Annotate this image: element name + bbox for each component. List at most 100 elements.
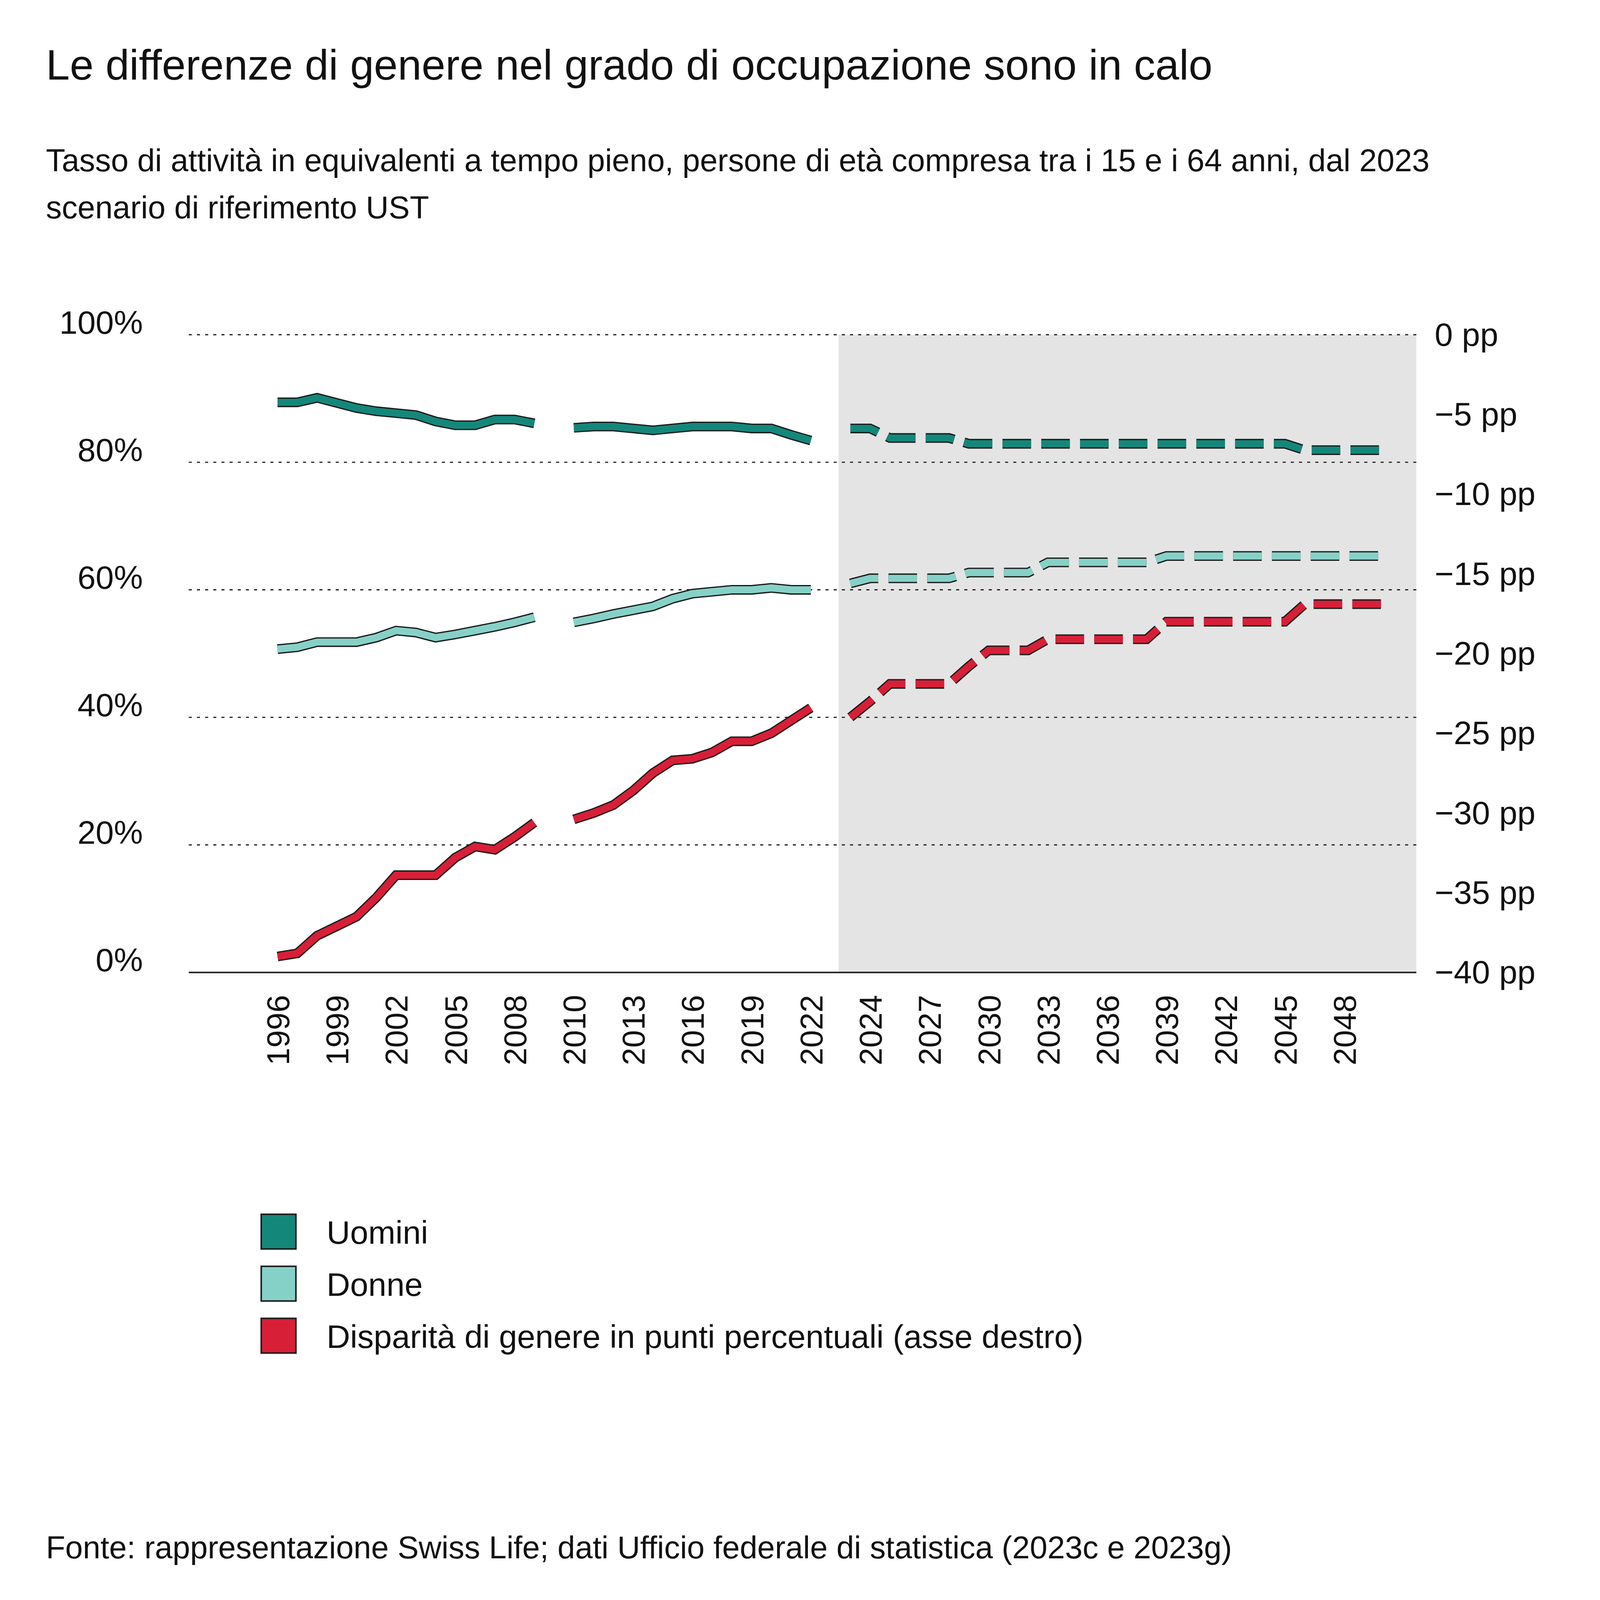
- y2-axis: −40 pp −35 pp −30 pp −25 pp −20 pp −15 pp −10 …: [1416, 316, 1536, 991]
- x-tick: 2045: [1267, 972, 1304, 1066]
- y2-tick: −40 pp: [1416, 953, 1536, 991]
- y2-tick: −5 pp: [1416, 395, 1518, 433]
- y2-tick-label: −35 pp: [1434, 874, 1536, 911]
- y-tick: 60%: [77, 559, 189, 596]
- x-tick-label: 2005: [438, 995, 474, 1066]
- x-axis: 1996 1999 2002 2005 2008 2010 2013 2016 2019 2022…: [260, 972, 1385, 1066]
- x-tick: 2008: [497, 972, 533, 1066]
- y-tick-label: 40%: [77, 686, 143, 724]
- line-outline: [277, 397, 811, 441]
- y-tick-label: 60%: [77, 559, 143, 596]
- legend: UominiDonneDisparità di genere in punti …: [261, 1214, 1084, 1355]
- grid: [188, 334, 1417, 973]
- x-tick: 2013: [615, 972, 652, 1066]
- x-tick: 2036: [1090, 972, 1126, 1066]
- y-tick-label: 20%: [77, 814, 143, 851]
- x-tick: 2024: [852, 972, 889, 1066]
- legend-label: Donne: [326, 1266, 423, 1303]
- line-outline: [850, 604, 1384, 718]
- chart-svg: Le differenze di genere nel grado di occ…: [0, 0, 1600, 1600]
- y-tick: 100%: [59, 304, 189, 341]
- y2-axis-line: [1416, 335, 1418, 973]
- subtitle: Tasso di attività in equivalenti a tempo…: [45, 142, 1430, 225]
- y-axis-line: [188, 335, 190, 973]
- x-tick: 2010: [556, 972, 593, 1066]
- y2-tick-label: −5 pp: [1434, 395, 1518, 433]
- y2-tick-label: −15 pp: [1434, 555, 1536, 593]
- x-tick: 2030: [971, 972, 1008, 1066]
- x-tick-label: 1999: [319, 995, 355, 1066]
- y-tick-label: 100%: [59, 304, 143, 341]
- series-line: [277, 397, 811, 441]
- background: [0, 0, 1600, 1600]
- y2-tick: −15 pp: [1416, 555, 1536, 593]
- grid-line: [188, 844, 1417, 846]
- legend-swatch: [261, 1318, 296, 1353]
- y2-tick: −25 pp: [1416, 714, 1536, 752]
- x-tick-label: 2019: [734, 995, 770, 1066]
- series-line: [850, 555, 1384, 584]
- y-axis: 0% 20% 40% 60% 80% 100%: [59, 304, 190, 979]
- y-tick-label: 80%: [77, 431, 143, 469]
- y2-tick-label: −25 pp: [1434, 714, 1536, 752]
- x-tick-label: 2024: [852, 995, 889, 1066]
- series-line: [277, 707, 811, 957]
- x-tick: 1996: [260, 972, 296, 1066]
- legend-label: Disparità di genere in punti percentuali…: [326, 1318, 1084, 1355]
- x-axis-line: [277, 972, 1385, 974]
- x-tick: 2033: [1030, 972, 1067, 1066]
- line-outline: [277, 707, 811, 957]
- series-line: [850, 604, 1384, 718]
- x-tick: 1999: [319, 972, 355, 1066]
- legend-swatch: [261, 1214, 296, 1249]
- x-tick: 2019: [734, 972, 770, 1066]
- y-tick: 20%: [77, 814, 189, 851]
- y2-tick-label: 0 pp: [1434, 316, 1499, 353]
- y2-tick-label: −30 pp: [1434, 794, 1536, 832]
- x-tick-label: 1996: [260, 995, 296, 1066]
- legend-swatch: [261, 1266, 296, 1301]
- x-tick-label: 2027: [912, 995, 948, 1066]
- x-tick-label: 2010: [556, 995, 593, 1066]
- grid-line: [188, 461, 1417, 463]
- baseline: [188, 971, 1417, 974]
- series-line: [277, 587, 811, 650]
- y-tick-label: 0%: [95, 941, 143, 979]
- y2-tick: −10 pp: [1416, 475, 1536, 513]
- x-tick-label: 2036: [1090, 995, 1126, 1066]
- x-tick: 2027: [912, 972, 948, 1066]
- y2-tick: −35 pp: [1416, 874, 1536, 911]
- y2-tick: −30 pp: [1416, 794, 1536, 832]
- y-tick: 80%: [77, 431, 189, 469]
- y2-tick-label: −40 pp: [1434, 953, 1536, 991]
- x-tick: 2016: [675, 972, 711, 1066]
- line-outline: [850, 428, 1384, 450]
- x-tick-label: 2002: [378, 995, 415, 1066]
- line-outline: [277, 587, 811, 650]
- y2-tick-label: −20 pp: [1434, 635, 1536, 672]
- x-tick: 2039: [1149, 972, 1185, 1066]
- x-tick: 2042: [1208, 972, 1244, 1066]
- x-tick: 2048: [1327, 972, 1363, 1066]
- y2-tick: −20 pp: [1416, 635, 1536, 672]
- x-tick-label: 2016: [675, 995, 711, 1066]
- x-tick: 2022: [793, 972, 830, 1066]
- y2-tick-label: −10 pp: [1434, 475, 1536, 513]
- x-tick-label: 2042: [1208, 995, 1244, 1066]
- source: Fonte: rappresentazione Swiss Life; dati…: [45, 1529, 1233, 1565]
- x-tick-label: 2013: [615, 995, 652, 1066]
- line-outline: [850, 555, 1384, 584]
- grid-line: [188, 334, 1417, 336]
- y2-tick: 0 pp: [1416, 316, 1499, 353]
- x-tick: 2005: [438, 972, 474, 1066]
- x-tick-label: 2033: [1030, 995, 1067, 1066]
- x-tick-label: 2048: [1327, 995, 1363, 1066]
- y-tick: 0%: [95, 941, 189, 979]
- plot-lines: [277, 397, 1384, 957]
- title: Le differenze di genere nel grado di occ…: [45, 40, 1213, 89]
- x-tick-label: 2008: [497, 995, 533, 1066]
- x-tick-label: 2022: [793, 995, 830, 1066]
- series-line: [850, 428, 1384, 450]
- x-tick: 2002: [378, 972, 415, 1066]
- scenario-shade: [838, 334, 1417, 973]
